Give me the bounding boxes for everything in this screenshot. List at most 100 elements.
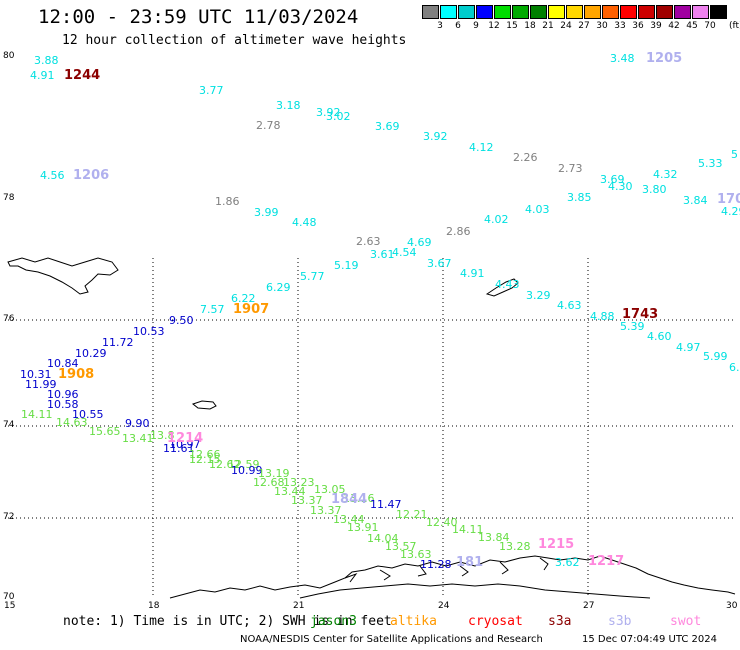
wave-height-label: 5.77 <box>300 270 325 283</box>
wave-height-label: 9.90 <box>125 417 150 430</box>
color-scale-label: 45 <box>686 21 698 31</box>
wave-height-label: 2.26 <box>513 151 538 164</box>
wave-height-label: 15.65 <box>89 425 121 438</box>
color-scale-label: 30 <box>596 21 608 31</box>
wave-height-label: 14.63 <box>56 416 88 429</box>
color-swatch <box>548 5 565 19</box>
pass-time-label: 1215 <box>538 537 575 552</box>
wave-height-label: 4.91 <box>460 267 485 280</box>
wave-height-label: 12.68 <box>253 476 285 489</box>
wave-height-label: 13.63 <box>400 548 432 561</box>
wave-height-label: 3.18 <box>276 99 301 112</box>
pass-time-label: 1244 <box>64 68 101 83</box>
satellite-legend-item: jason3 <box>310 614 357 629</box>
lat-label: 74 <box>3 420 15 430</box>
color-swatch <box>476 5 493 19</box>
wave-height-label: 4.54 <box>392 246 417 259</box>
wave-height-label: 10.31 <box>20 368 52 381</box>
wave-height-label: 13.44 <box>333 513 365 526</box>
wave-height-label: 13.23 <box>283 476 315 489</box>
wave-height-label: 13.37 <box>291 494 323 507</box>
lon-label: 21 <box>293 601 305 611</box>
wave-height-label: 12.59 <box>228 458 260 471</box>
lat-label: 70 <box>3 592 15 602</box>
lat-label: 78 <box>3 193 15 203</box>
landmass-south-coast-2 <box>299 583 651 599</box>
lat-label: 76 <box>3 314 15 324</box>
pass-time-label: 1214 <box>167 431 204 446</box>
color-swatch <box>674 5 691 19</box>
color-scale-label: 42 <box>668 21 680 31</box>
wave-height-label: 5.19 <box>334 259 359 272</box>
color-swatch <box>692 5 709 19</box>
color-swatch <box>566 5 583 19</box>
coastline <box>7 257 736 599</box>
color-scale-label: 9 <box>473 21 479 31</box>
pass-time-label: 1217 <box>588 554 625 569</box>
wave-height-label: 2.73 <box>558 162 583 175</box>
pass-time-label: 181 <box>456 555 484 570</box>
wave-height-label: 4.12 <box>469 141 494 154</box>
color-swatch <box>422 5 439 19</box>
wave-height-label: 11.28 <box>420 558 452 571</box>
wave-height-label: 11.61 <box>163 442 195 455</box>
lat-label: 80 <box>3 51 15 61</box>
color-swatch <box>656 5 673 19</box>
wave-height-label: 12.62 <box>209 458 241 471</box>
pass-time-label: 1907 <box>233 302 270 317</box>
color-swatch <box>620 5 637 19</box>
wave-height-label: 13.16 <box>343 492 375 505</box>
wave-height-label: 13.19 <box>258 467 290 480</box>
wave-height-label: 4.91 <box>30 69 55 82</box>
color-scale-label: 12 <box>488 21 500 31</box>
lon-label: 30 <box>726 601 738 611</box>
wave-height-label: 10.58 <box>47 398 79 411</box>
wave-height-label: 10.97 <box>169 438 201 451</box>
wave-height-label: 13.91 <box>347 521 379 534</box>
color-scale-label: 18 <box>524 21 536 31</box>
wave-height-label: 12.15 <box>189 453 221 466</box>
color-scale-label: 39 <box>650 21 662 31</box>
wave-height-label: 10.55 <box>72 408 104 421</box>
wave-height-label: 12.21 <box>396 508 428 521</box>
footer-timestamp: 15 Dec 07:04:49 UTC 2024 <box>582 634 717 645</box>
color-scale-label: 21 <box>542 21 554 31</box>
color-swatch <box>584 5 601 19</box>
wave-height-label: 3.62 <box>555 556 580 569</box>
wave-height-label: 10.96 <box>47 388 79 401</box>
pass-time-label: 1743 <box>622 307 659 322</box>
wave-height-label: 12.66 <box>189 448 221 461</box>
landmass-small-island <box>191 400 217 410</box>
color-scale-label: 27 <box>578 21 590 31</box>
wave-height-label: 2.63 <box>356 235 381 248</box>
wave-height-label: 13.57 <box>385 540 417 553</box>
wave-height-label: 4.56 <box>40 169 65 182</box>
wave-height-label: 3.61 <box>370 248 395 261</box>
color-swatch <box>530 5 547 19</box>
wave-height-label: 14.11 <box>452 523 484 536</box>
wave-height-label: 3.48 <box>610 52 635 65</box>
wave-height-label: 14.04 <box>367 532 399 545</box>
wave-height-label: 3.67 <box>427 257 452 270</box>
wave-height-label: 3.88 <box>34 54 59 67</box>
wave-height-label: 4.97 <box>676 341 701 354</box>
satellite-legend-item: altika <box>390 614 437 629</box>
color-scale-unit: (ft) <box>729 21 740 31</box>
color-scale-label: 36 <box>632 21 644 31</box>
wave-height-label: 1.86 <box>215 195 240 208</box>
color-swatch <box>440 5 457 19</box>
wave-height-label: 3.69 <box>375 120 400 133</box>
satellite-legend-item: swot <box>670 614 702 629</box>
wave-height-label: 3.02 <box>326 110 351 123</box>
wave-height-label: 11.72 <box>102 336 134 349</box>
wave-height-label: 14.11 <box>21 408 53 421</box>
wave-height-label: 2.78 <box>256 119 281 132</box>
wave-height-label: 10.29 <box>75 347 107 360</box>
satellite-legend-item: cryosat <box>468 614 523 629</box>
lon-label: 24 <box>438 601 450 611</box>
fjord-detail <box>344 557 549 583</box>
lon-label: 27 <box>583 601 595 611</box>
wave-height-label: 3.69 <box>600 173 625 186</box>
wave-height-label: 5.33 <box>698 157 723 170</box>
wave-height-label: 5 <box>731 148 738 161</box>
